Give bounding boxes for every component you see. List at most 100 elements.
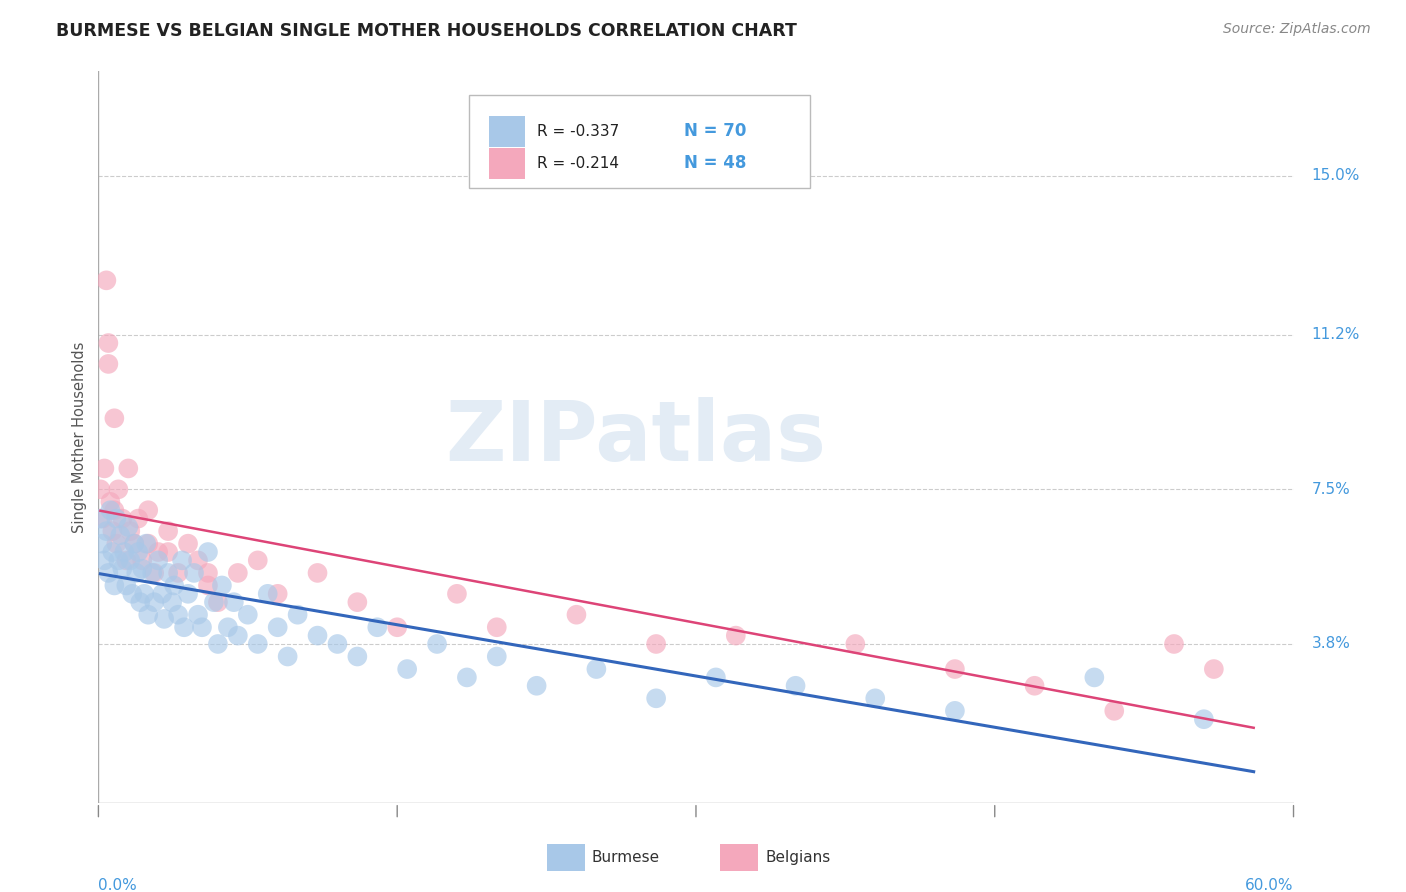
Point (1104, 704, 1126, 718)
Point (385, 620, 409, 634)
Point (211, 578, 233, 592)
Point (172, 553, 194, 567)
Point (136, 536, 159, 550)
Point (844, 637, 866, 651)
Text: R = -0.337: R = -0.337 (537, 124, 619, 139)
Point (157, 545, 180, 559)
Point (150, 587, 173, 601)
FancyBboxPatch shape (489, 116, 524, 146)
Point (97, 336, 120, 351)
Point (645, 691, 668, 706)
Point (105, 511, 128, 525)
Point (103, 411, 125, 425)
Point (157, 566, 180, 580)
Point (101, 545, 124, 559)
Text: 7.5%: 7.5% (1312, 482, 1350, 497)
Text: 60.0%: 60.0% (1246, 878, 1294, 892)
Point (135, 536, 157, 550)
Point (207, 595, 229, 609)
Point (565, 607, 588, 622)
Point (446, 587, 468, 601)
Text: Burmese: Burmese (592, 850, 661, 865)
Point (111, 562, 134, 576)
Text: 0.0%: 0.0% (98, 878, 138, 892)
Text: N = 70: N = 70 (685, 122, 747, 140)
Point (93, 553, 115, 567)
Point (396, 662, 419, 676)
Point (134, 587, 156, 601)
Point (105, 536, 128, 550)
Point (91, 511, 114, 525)
Point (131, 562, 153, 576)
Text: Belgians: Belgians (765, 850, 831, 865)
Point (585, 662, 607, 676)
Point (307, 566, 329, 580)
Point (197, 566, 219, 580)
Point (246, 637, 269, 651)
Point (127, 511, 149, 525)
Point (163, 578, 186, 592)
Point (183, 566, 205, 580)
Point (153, 612, 176, 626)
Point (485, 649, 508, 664)
Point (136, 503, 159, 517)
Text: 3.8%: 3.8% (1312, 637, 1350, 651)
FancyBboxPatch shape (470, 95, 810, 188)
Point (96, 524, 118, 538)
Point (120, 553, 142, 567)
Point (125, 566, 148, 580)
Point (143, 566, 166, 580)
Point (167, 607, 190, 622)
Point (645, 637, 668, 651)
Point (191, 620, 214, 634)
Point (91, 536, 114, 550)
Point (103, 503, 125, 517)
Text: 11.2%: 11.2% (1312, 327, 1360, 343)
Point (89, 483, 111, 497)
Point (865, 691, 887, 706)
Point (177, 587, 200, 601)
Point (326, 637, 349, 651)
Text: R = -0.214: R = -0.214 (537, 156, 619, 170)
Point (526, 679, 548, 693)
Point (217, 620, 239, 634)
Point (157, 524, 180, 538)
Point (785, 679, 807, 693)
Point (1202, 662, 1225, 676)
Point (346, 649, 368, 664)
Point (131, 553, 153, 567)
Text: ZIPatlas: ZIPatlas (446, 397, 827, 477)
Point (117, 461, 139, 475)
Point (124, 536, 146, 550)
Point (1192, 712, 1215, 726)
Point (117, 520, 139, 534)
Point (222, 595, 245, 609)
Text: N = 48: N = 48 (685, 154, 747, 172)
Point (129, 595, 152, 609)
Point (127, 545, 149, 559)
Point (485, 620, 508, 634)
Point (110, 528, 132, 542)
Point (267, 620, 290, 634)
Point (124, 536, 146, 550)
Point (97, 357, 120, 371)
Point (1083, 670, 1105, 684)
Point (207, 637, 229, 651)
Point (173, 620, 195, 634)
Text: 15.0%: 15.0% (1312, 169, 1360, 184)
Point (160, 595, 183, 609)
Point (98, 495, 122, 509)
Y-axis label: Single Mother Households: Single Mother Households (72, 342, 87, 533)
Point (277, 649, 299, 664)
Point (943, 662, 966, 676)
Point (93, 461, 115, 475)
Point (366, 620, 388, 634)
Point (101, 524, 124, 538)
Point (89, 511, 111, 525)
Point (202, 595, 225, 609)
Point (346, 595, 368, 609)
Point (187, 553, 209, 567)
Point (704, 670, 727, 684)
Point (1024, 679, 1046, 693)
Point (226, 566, 249, 580)
